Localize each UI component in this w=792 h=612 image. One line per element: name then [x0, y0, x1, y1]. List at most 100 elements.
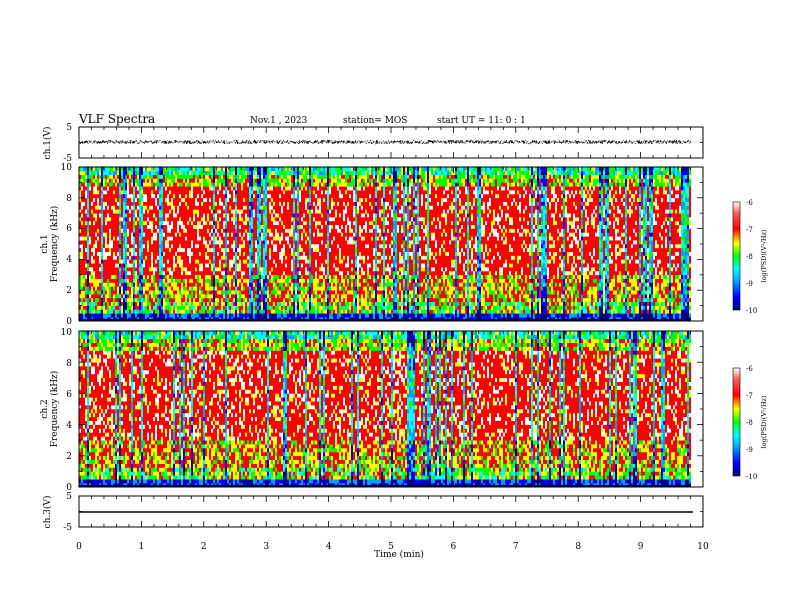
spectrogram-cell [153, 248, 155, 252]
spectrogram-cell [205, 232, 207, 236]
spectrogram-cell [143, 298, 145, 302]
spectrogram-cell [233, 198, 235, 202]
spectrogram-cell [259, 182, 261, 186]
spectrogram-cell [277, 252, 279, 256]
spectrogram-cell [169, 252, 171, 256]
spectrogram-cell [141, 194, 143, 198]
spectrogram-cell [243, 198, 245, 202]
spectrogram-cell [305, 209, 307, 213]
spectrogram-cell [113, 286, 115, 290]
spectrogram-cell [107, 259, 109, 263]
spectrogram-cell [275, 252, 277, 256]
spectrogram-cell [155, 202, 157, 206]
spectrogram-cell [261, 182, 263, 186]
spectrogram-cell [309, 298, 311, 302]
spectrogram-cell [293, 256, 295, 260]
spectrogram-cell [189, 182, 191, 186]
spectrogram-cell [195, 179, 197, 183]
spectrogram-cell [277, 290, 279, 294]
spectrogram-cell [267, 182, 269, 186]
spectrogram-cell [297, 244, 299, 248]
spectrogram-cell [199, 213, 201, 217]
spectrogram-cell [319, 171, 321, 175]
spectrogram-cell [255, 279, 257, 283]
spectrogram-cell [201, 290, 203, 294]
spectrogram-cell [123, 232, 125, 236]
spectrogram-cell [157, 252, 159, 256]
spectrogram-cell [287, 248, 289, 252]
spectrogram-cell [261, 283, 263, 287]
spectrogram-cell [129, 275, 131, 279]
spectrogram-cell [241, 244, 243, 248]
spectrogram-cell [253, 294, 255, 298]
spectrogram-cell [89, 213, 91, 217]
spectrogram-cell [325, 217, 327, 221]
spectrogram-cell [107, 313, 109, 317]
spectrogram-cell [321, 202, 323, 206]
spectrogram-cell [269, 298, 271, 302]
spectrogram-cell [117, 294, 119, 298]
spectrogram-cell [289, 202, 291, 206]
spectrogram-cell [321, 263, 323, 267]
spectrogram-cell [273, 286, 275, 290]
spectrogram-cell [263, 229, 265, 233]
spectrogram-cell [93, 186, 95, 190]
spectrogram-cell [145, 213, 147, 217]
spectrogram-cell [111, 190, 113, 194]
spectrogram-cell [233, 275, 235, 279]
spectrogram-cell [113, 229, 115, 233]
spectrogram-cell [311, 286, 313, 290]
spectrogram-cell [149, 306, 151, 310]
spectrogram-cell [281, 167, 283, 171]
spectrogram-cell [209, 225, 211, 229]
spectrogram-cell [129, 306, 131, 310]
spectrogram-cell [175, 275, 177, 279]
spectrogram-cell [257, 309, 259, 313]
spectrogram-cell [213, 259, 215, 263]
spectrogram-cell [95, 263, 97, 267]
spectrogram-cell [189, 271, 191, 275]
spectrogram-cell [309, 290, 311, 294]
spectrogram-cell [211, 190, 213, 194]
spectrogram-cell [311, 236, 313, 240]
spectrogram-cell [277, 267, 279, 271]
spectrogram-cell [129, 271, 131, 275]
spectrogram-cell [185, 229, 187, 233]
spectrogram-cell [139, 198, 141, 202]
spectrogram-cell [287, 306, 289, 310]
spectrogram-cell [89, 182, 91, 186]
spectrogram-cell [115, 271, 117, 275]
spectrogram-cell [259, 267, 261, 271]
spectrogram-cell [255, 256, 257, 260]
spectrogram-cell [129, 252, 131, 256]
spectrogram-cell [199, 279, 201, 283]
spectrogram-cell [209, 202, 211, 206]
spectrogram-cell [191, 283, 193, 287]
spectrogram-cell [99, 232, 101, 236]
spectrogram-cell [277, 259, 279, 263]
spectrogram-cell [199, 252, 201, 256]
spectrogram-cell [159, 279, 161, 283]
spectrogram-cell [165, 248, 167, 252]
spectrogram-cell [283, 275, 285, 279]
spectrogram-cell [245, 198, 247, 202]
spectrogram-cell [139, 286, 141, 290]
spectrogram-cell [223, 186, 225, 190]
spectrogram-cell [247, 240, 249, 244]
spectrogram-cell [223, 263, 225, 267]
spectrogram-cell [241, 179, 243, 183]
spectrogram-cell [105, 171, 107, 175]
spectrogram-cell [235, 259, 237, 263]
spectrogram-cell [233, 213, 235, 217]
spectrogram-cell [291, 190, 293, 194]
spectrogram-cell [317, 283, 319, 287]
spectrogram-cell [121, 306, 123, 310]
spectrogram-cell [247, 271, 249, 275]
spectrogram-cell [87, 298, 89, 302]
spectrogram-cell [221, 225, 223, 229]
spectrogram-cell [269, 290, 271, 294]
spectrogram-cell [195, 194, 197, 198]
spectrogram-cell [307, 175, 309, 179]
spectrogram-cell [97, 236, 99, 240]
spectrogram-cell [237, 217, 239, 221]
